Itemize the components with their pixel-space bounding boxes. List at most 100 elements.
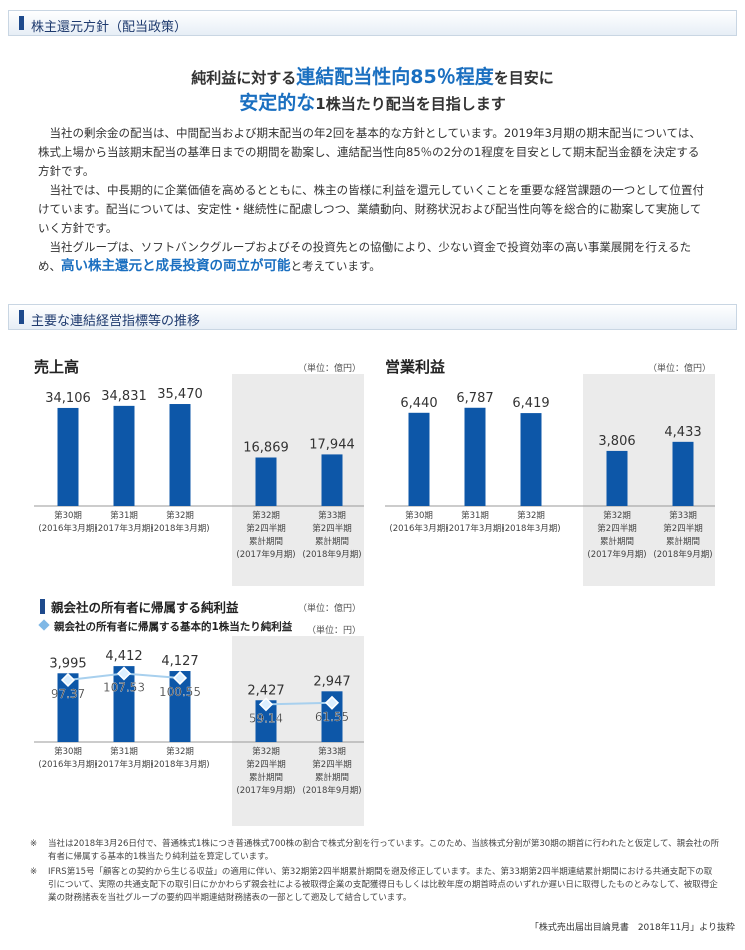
- bar-value-label: 3,806: [598, 434, 635, 449]
- x-tick-label: 第33期: [669, 510, 697, 521]
- x-tick-label: 第2四半期: [246, 523, 285, 534]
- header-mark: [19, 310, 24, 324]
- bar-value-label: 16,869: [243, 441, 289, 456]
- eps-value-label: 59.14: [249, 711, 283, 725]
- x-tick-label: (2018年9月期): [302, 785, 361, 796]
- headline-highlight: 安定的な: [239, 92, 316, 114]
- bar-value-label: 35,470: [157, 387, 203, 402]
- x-tick-label: (2017年9月期): [236, 549, 295, 560]
- footnote: ※ IFRS第15号「顧客との契約から生じる収益」の適用に伴い、第32期第2四半期…: [30, 866, 720, 905]
- headline-line1: 純利益に対する連結配当性向85％程度を目安に: [0, 62, 745, 89]
- paragraph-3: 当社グループは、ソフトバンクグループおよびその投資先との協働により、少ない資金で…: [38, 238, 708, 276]
- x-tick-label: (2018年3月期): [501, 523, 560, 534]
- bar-value-label: 4,433: [664, 425, 701, 440]
- bar: [113, 666, 135, 742]
- x-tick-label: 第2四半期: [663, 523, 702, 534]
- chart-title: 売上高: [34, 358, 80, 376]
- header-mark: [19, 16, 24, 30]
- x-tick-label: 累計期間: [600, 536, 634, 547]
- bar: [57, 407, 79, 506]
- x-tick-label: 累計期間: [666, 536, 700, 547]
- bar-value-label: 2,427: [247, 683, 284, 698]
- bar: [606, 450, 628, 506]
- x-tick-label: 第2四半期: [246, 759, 285, 770]
- x-tick-label: (2017年9月期): [236, 785, 295, 796]
- x-tick-label: 第32期: [252, 746, 280, 757]
- chart-revenue-svg: 34,106 第30期 (2016年3月期) 34,831 第31期 (2017年3月期)…: [34, 374, 364, 586]
- x-tick-label: 累計期間: [315, 772, 349, 783]
- x-tick-label: 第32期: [517, 510, 545, 521]
- footnote-mark: ※: [30, 867, 38, 877]
- chart-subtitle: 親会社の所有者に帰属する基本的1株当たり純利益: [38, 619, 292, 634]
- x-tick-label: 第32期: [252, 510, 280, 521]
- bar-value-label: 34,106: [45, 391, 91, 406]
- chart-title: 営業利益: [385, 358, 446, 376]
- eps-point-marker: [116, 666, 132, 681]
- headline-text: 純利益に対する: [191, 69, 297, 87]
- headline-highlight: 連結配当性向85％程度: [296, 66, 494, 88]
- x-tick-label: 累計期間: [249, 772, 283, 783]
- x-tick-label: (2018年3月期): [150, 759, 209, 770]
- bar-value-label: 2,947: [313, 674, 350, 689]
- section-header-dividend-policy: 株主還元方針（配当政策）: [8, 10, 737, 36]
- x-tick-label: 第32期: [166, 746, 194, 757]
- bar: [169, 671, 191, 742]
- eps-value-label: 100.55: [159, 685, 201, 699]
- x-tick-label: 第31期: [110, 746, 138, 757]
- x-tick-label: (2018年3月期): [150, 523, 209, 534]
- bar: [255, 700, 277, 742]
- x-tick-label: (2018年9月期): [653, 549, 712, 560]
- paragraph-2: 当社では、中長期的に企業価値を高めるとともに、株主の皆様に利益を還元していくこと…: [38, 183, 704, 235]
- chart-unit-eps: （単位：円）: [307, 626, 362, 636]
- x-tick-label: (2016年3月期): [38, 523, 97, 534]
- bar-value-label: 6,440: [400, 396, 437, 411]
- bar-value-label: 3,995: [49, 656, 86, 671]
- x-tick-label: 第33期: [318, 510, 346, 521]
- x-tick-label: 第2四半期: [597, 523, 636, 534]
- eps-value-label: 107.53: [103, 680, 145, 694]
- eps-series-line: [265, 701, 333, 706]
- chart-net-income-svg: 3,995 第30期 (2016年3月期) 4,412 第31期 (2017年3月期) 4,…: [34, 636, 364, 826]
- footnote-text: 当社は2018年3月26日付で、普通株式1株につき普通株式700株の割合で株式分…: [48, 839, 720, 862]
- paragraph-3-text: 当社グループは、ソフトバンクグループおよびその投資先との協働により、少ない資金で…: [38, 240, 692, 273]
- footnotes: ※ 当社は2018年3月26日付で、普通株式1株につき普通株式700株の割合で株式…: [30, 838, 720, 907]
- title-bar-mark: [40, 599, 45, 614]
- bar: [113, 405, 135, 506]
- chart-unit: （単位：億円）: [298, 604, 362, 614]
- paragraph-3-highlight: 高い株主還元と成長投資の両立が可能: [61, 258, 291, 274]
- x-tick-label: (2016年3月期): [38, 759, 97, 770]
- footnote-text: IFRS第15号「顧客との契約から生じる収益」の適用に伴い、第32期第2四半期累…: [48, 867, 718, 903]
- bar: [464, 407, 486, 506]
- chart-operating-income-svg: 6,440 第30期 (2016年3月期) 6,787 第31期 (2017年3月期) 6,…: [385, 374, 715, 586]
- paragraph-1: 当社の剰余金の配当は、中間配当および期末配当の年2回を基本的な方針としています。…: [38, 126, 701, 178]
- chart-unit: （単位：億円）: [648, 364, 712, 374]
- bar-value-label: 6,787: [456, 391, 493, 406]
- eps-point-marker: [324, 695, 340, 710]
- x-tick-label: 第32期: [166, 510, 194, 521]
- x-tick-label: (2017年3月期): [94, 759, 153, 770]
- bar: [169, 404, 191, 506]
- footnote: ※ 当社は2018年3月26日付で、普通株式1株につき普通株式700株の割合で株式…: [30, 838, 720, 864]
- bar-value-label: 4,412: [105, 649, 142, 664]
- bar-value-label: 17,944: [309, 437, 355, 452]
- x-tick-label: (2017年9月期): [587, 549, 646, 560]
- x-tick-label: 第31期: [110, 510, 138, 521]
- bar: [255, 457, 277, 506]
- eps-point-marker: [258, 697, 274, 712]
- chart-title-text: 親会社の所有者に帰属する純利益: [51, 600, 239, 615]
- bar: [520, 413, 542, 506]
- x-tick-label: 第33期: [318, 746, 346, 757]
- x-tick-label: (2017年3月期): [445, 523, 504, 534]
- eps-value-label: 97.37: [51, 687, 85, 701]
- eps-value-label: 61.55: [315, 710, 349, 724]
- bar: [57, 673, 79, 742]
- headline-text: を目安に: [493, 69, 554, 87]
- section-header-indicators: 主要な連結経営指標等の推移: [8, 304, 737, 330]
- eps-point-marker: [172, 670, 188, 686]
- chart-unit: （単位：億円）: [298, 364, 362, 374]
- bar: [672, 441, 694, 506]
- diamond-legend-icon: [38, 619, 50, 631]
- x-tick-label: (2016年3月期): [389, 523, 448, 534]
- x-tick-label: 第2四半期: [312, 523, 351, 534]
- section-title: 株主還元方針（配当政策）: [31, 20, 188, 35]
